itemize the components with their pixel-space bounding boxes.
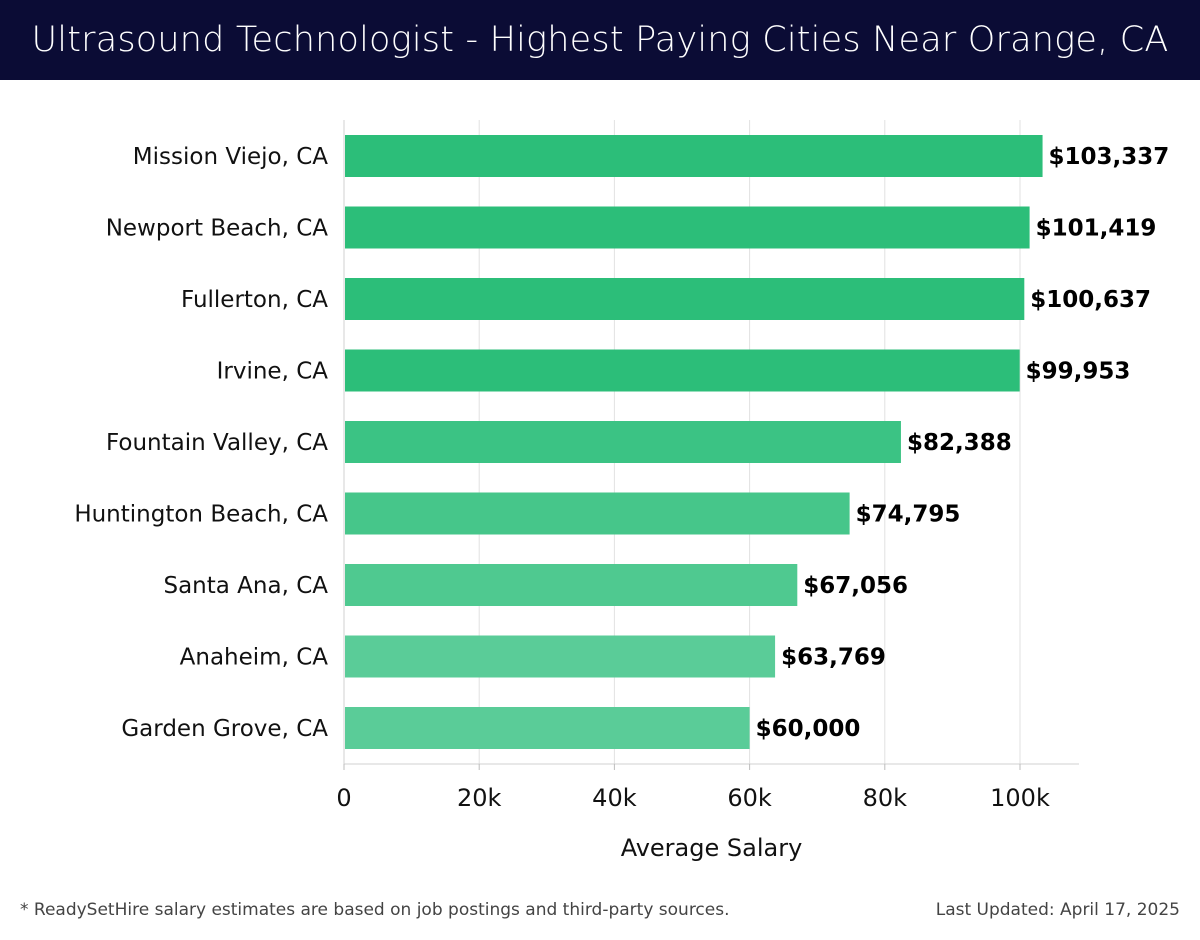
x-tick-label: 80k (863, 784, 908, 812)
value-label: $67,056 (803, 573, 908, 599)
bar (345, 421, 901, 463)
category-label: Newport Beach, CA (106, 216, 329, 242)
x-axis-label: Average Salary (621, 834, 803, 862)
bar (345, 707, 750, 749)
bar (345, 635, 776, 678)
value-label: $74,795 (856, 502, 961, 528)
bar (345, 206, 1030, 249)
x-tick-label: 0 (336, 784, 351, 812)
value-label: $100,637 (1030, 287, 1151, 313)
category-label: Fullerton, CA (181, 287, 328, 313)
category-label: Huntington Beach, CA (74, 502, 328, 528)
value-label: $60,000 (756, 716, 861, 742)
x-tick-label: 100k (990, 784, 1050, 812)
category-label: Mission Viejo, CA (133, 144, 328, 170)
bar (345, 564, 798, 606)
bar (345, 492, 850, 535)
x-axis: 0 20k 40k 60k 80k 100k (336, 120, 1079, 812)
bar (345, 278, 1025, 320)
value-label: $103,337 (1049, 144, 1170, 170)
x-tick-label: 40k (592, 784, 637, 812)
bar-chart: 0 20k 40k 60k 80k 100k Mission Viejo, CA $103,… (74, 120, 1169, 862)
category-label: Irvine, CA (217, 359, 329, 385)
x-tick-label: 20k (457, 784, 502, 812)
category-label: Santa Ana, CA (163, 573, 328, 599)
x-tick-label: 60k (727, 784, 772, 812)
last-updated: Last Updated: April 17, 2025 (935, 900, 1180, 920)
category-label: Fountain Valley, CA (106, 430, 328, 456)
value-label: $63,769 (781, 645, 886, 671)
value-label: $82,388 (907, 430, 1012, 456)
category-label: Garden Grove, CA (121, 716, 328, 742)
bars (345, 135, 1043, 749)
chart-title: Ultrasound Technologist - Highest Paying… (31, 20, 1169, 60)
header-bar: Ultrasound Technologist - Highest Paying… (0, 0, 1200, 80)
footer-note: * ReadySetHire salary estimates are base… (20, 900, 730, 920)
bar (345, 135, 1043, 177)
labels: Mission Viejo, CA $103,337 Newport Beach, … (74, 144, 1169, 742)
value-label: $99,953 (1026, 359, 1131, 385)
bar (345, 349, 1020, 392)
value-label: $101,419 (1036, 216, 1157, 242)
category-label: Anaheim, CA (180, 645, 329, 671)
